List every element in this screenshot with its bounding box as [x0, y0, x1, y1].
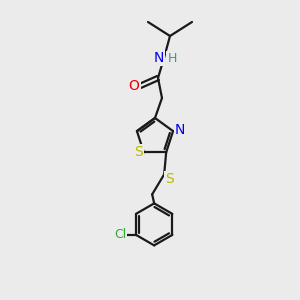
Text: O: O: [129, 79, 140, 93]
Text: S: S: [134, 146, 143, 159]
Text: N: N: [175, 123, 185, 137]
Text: S: S: [165, 172, 173, 186]
Text: H: H: [167, 52, 177, 64]
Text: Cl: Cl: [114, 228, 126, 242]
Text: N: N: [154, 51, 164, 65]
